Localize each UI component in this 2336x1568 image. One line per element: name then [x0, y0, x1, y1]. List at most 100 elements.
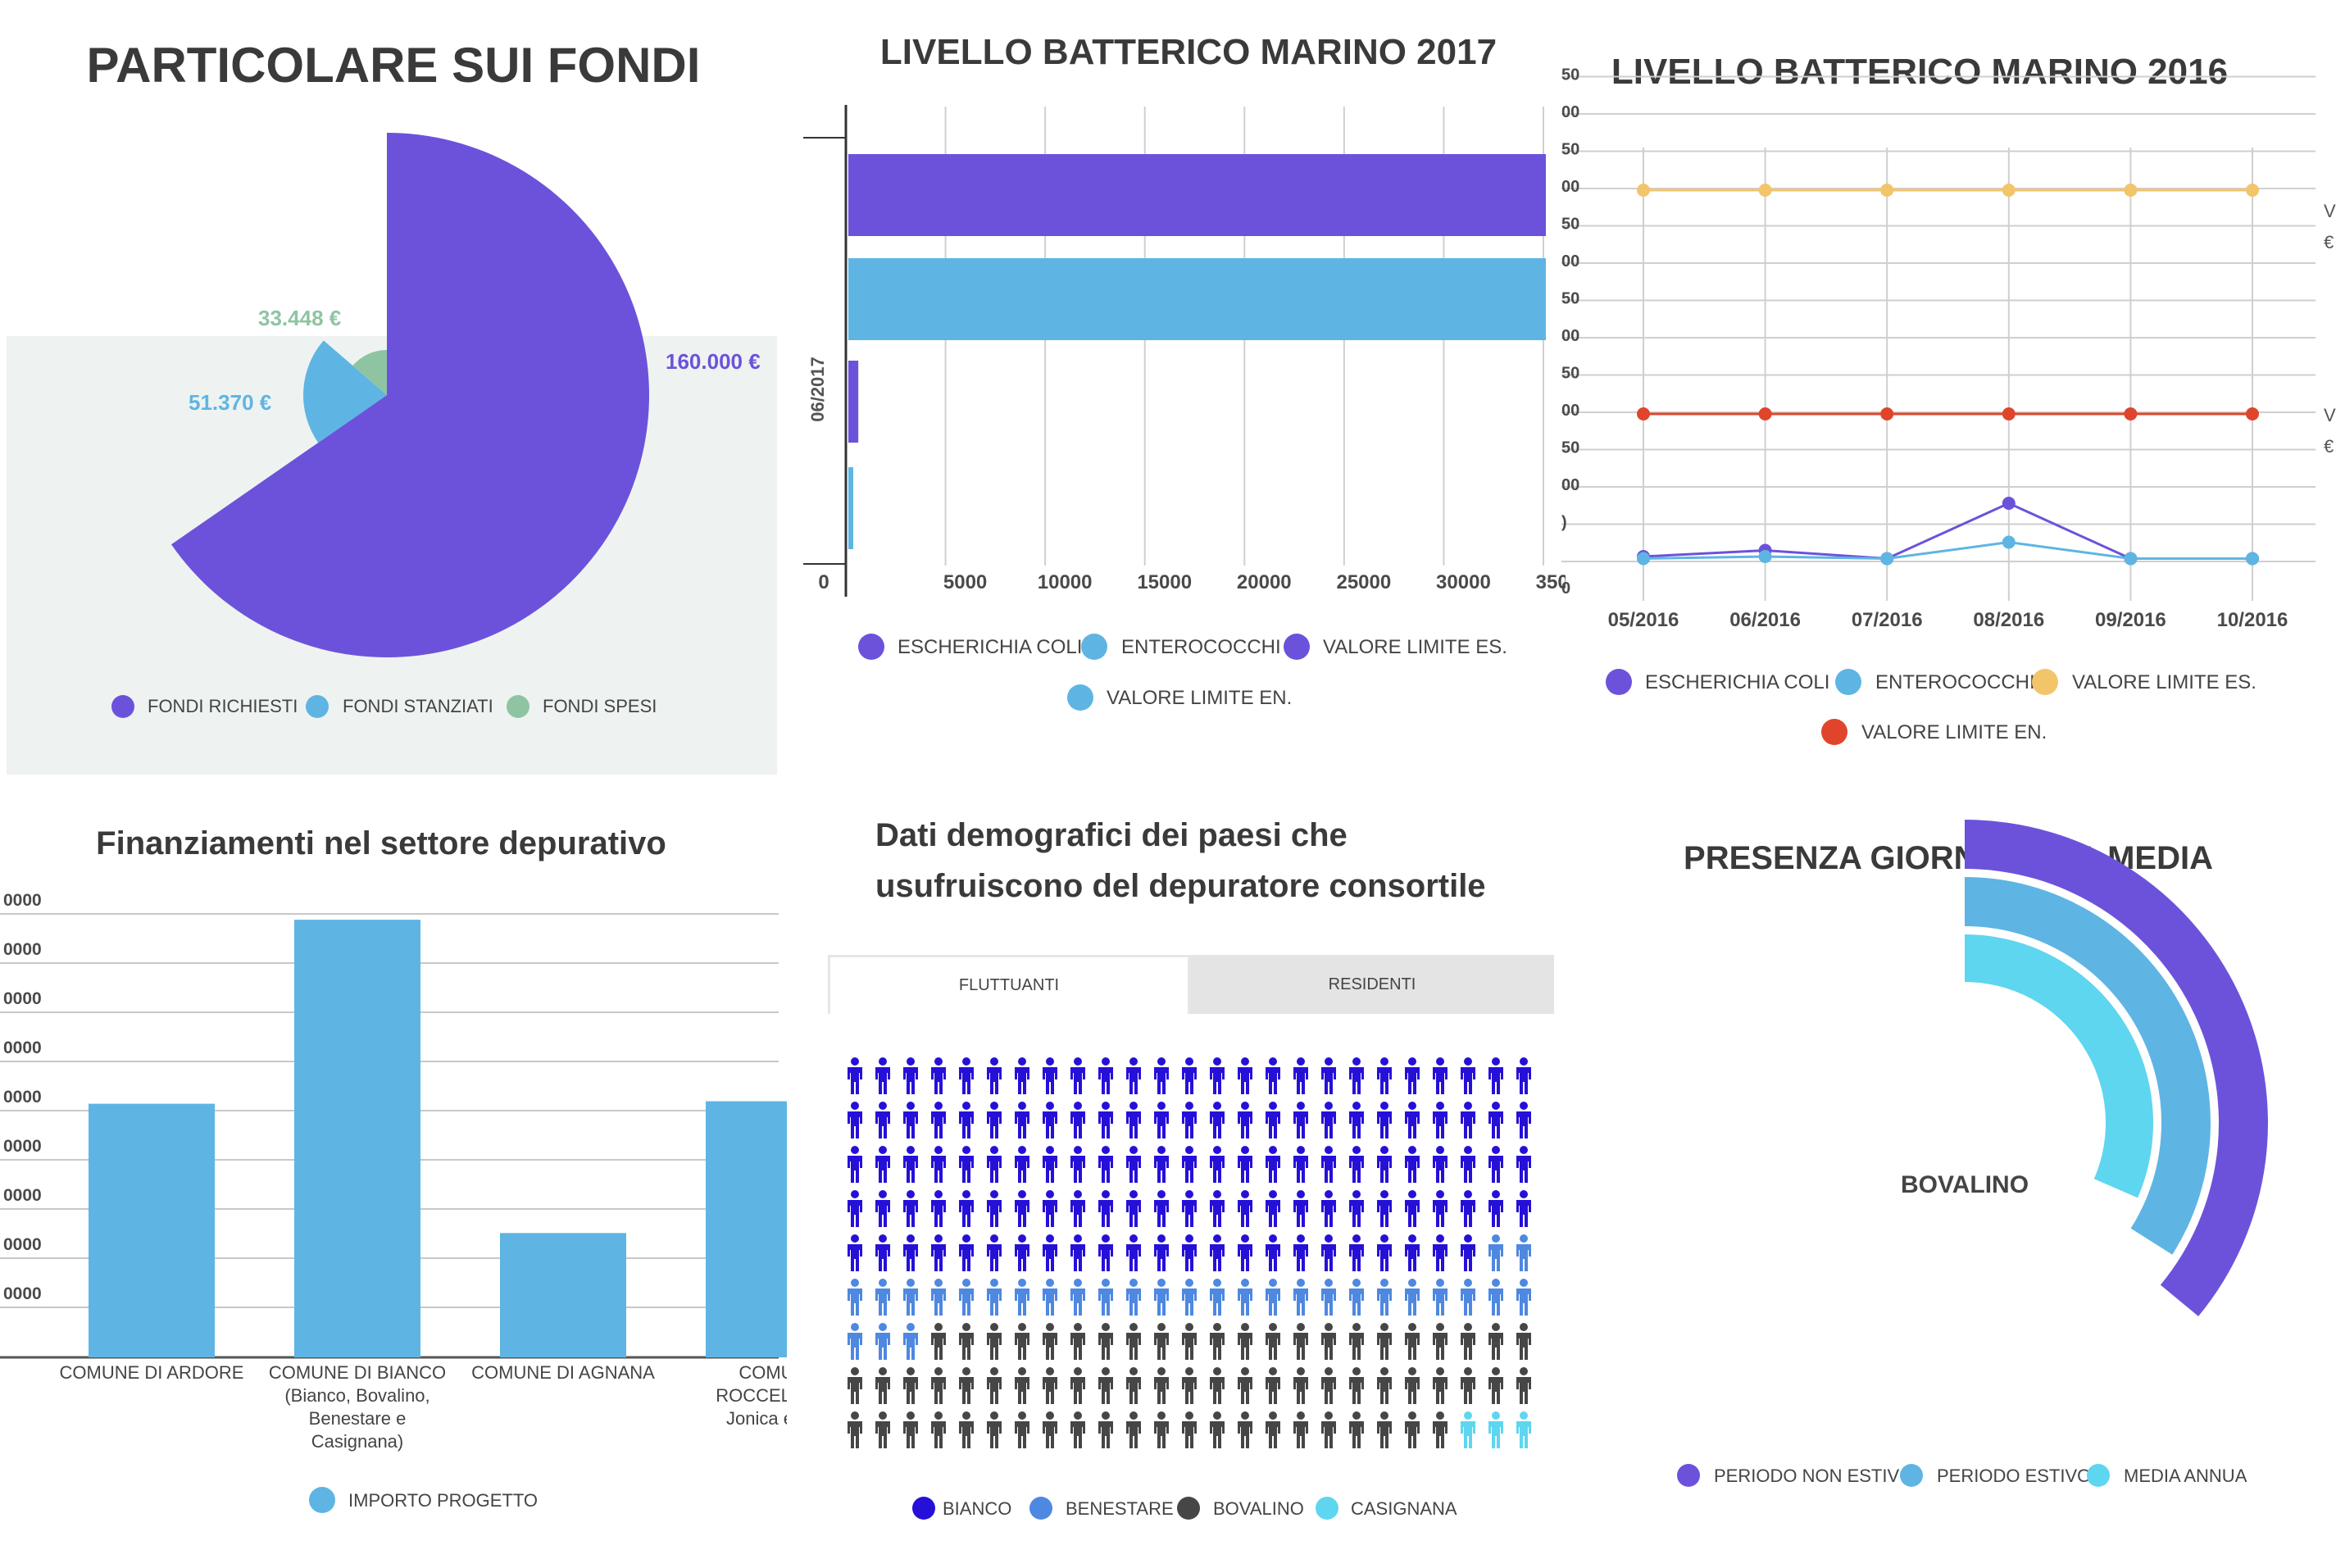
legend: ESCHERICHIA COLI ENTEROCOCCHI VALORE LIM… [858, 634, 1507, 711]
person-icon [848, 1057, 862, 1094]
legend-label-importo: IMPORTO PROGETTO [348, 1490, 538, 1511]
person-icon [1405, 1102, 1420, 1139]
y-tick-label: 50 [1561, 66, 1579, 84]
person-icon [1070, 1323, 1085, 1360]
person-icon [987, 1102, 1002, 1139]
person-icon [1098, 1234, 1113, 1271]
person-icon [1043, 1057, 1057, 1094]
right-label: V [2324, 405, 2336, 425]
person-icon [987, 1367, 1002, 1404]
person-icon [1349, 1146, 1364, 1183]
legend: ESCHERICHIA COLI ENTEROCOCCHI VALORE LIM… [1606, 669, 2256, 745]
person-icon [1154, 1102, 1169, 1139]
person-icon [1488, 1411, 1503, 1448]
person-icon [1488, 1367, 1503, 1404]
person-icon [987, 1190, 1002, 1227]
person-icon [1377, 1411, 1392, 1448]
person-icon [1210, 1411, 1225, 1448]
person-icon [1293, 1367, 1308, 1404]
person-icon [1015, 1102, 1029, 1139]
presenza-radial-chart: PRESENZA GIORNALIERA MEDIA BOVALINO PERI… [1677, 820, 2268, 1487]
y-tick-label: ) [1561, 514, 1567, 532]
person-icon [1070, 1411, 1085, 1448]
person-icon [848, 1190, 862, 1227]
x-tick-label: 07/2016 [1852, 609, 1923, 631]
person-icon [1516, 1279, 1531, 1316]
person-icon [1126, 1146, 1141, 1183]
person-icon [875, 1057, 890, 1094]
legend-dot-escherichia [1606, 669, 1632, 695]
legend: IMPORTO PROGETTO [309, 1487, 538, 1513]
legend-label-benestare: BENESTARE [1066, 1498, 1174, 1519]
legend-label-media: MEDIA ANNUA [2124, 1466, 2247, 1486]
chart-title: PARTICOLARE SUI FONDI [87, 38, 701, 93]
bar-valore-limite-es- [848, 361, 859, 443]
pie-slice [352, 349, 387, 395]
y-tick-label: 0000 [3, 1186, 42, 1205]
legend-label-escherichia: ESCHERICHIA COLI [898, 636, 1082, 658]
person-icon [1266, 1102, 1280, 1139]
person-icon [959, 1411, 974, 1448]
marino2017-bar-chart: LIVELLO BATTERICO MARINO 2017 0 5000 10000… [803, 32, 1566, 711]
person-icon [1516, 1234, 1531, 1271]
tab-fluttuanti[interactable]: FLUTTUANTI [828, 955, 1190, 1014]
person-icon [875, 1234, 890, 1271]
legend-label-limite-es: VALORE LIMITE ES. [1323, 636, 1507, 658]
person-icon [1154, 1146, 1169, 1183]
x-tick-label: 5000 [943, 571, 987, 593]
person-icon [1293, 1234, 1308, 1271]
tab-residenti[interactable]: RESIDENTI [1190, 955, 1554, 1014]
right-labels: V € V € [2324, 201, 2336, 457]
person-icon [1321, 1367, 1336, 1404]
bar-escherichia-coli [848, 154, 1546, 236]
person-icon [1433, 1234, 1448, 1271]
y-tick-label: 0000 [3, 1039, 42, 1057]
center-label: BOVALINO [1901, 1171, 2029, 1198]
person-icon [1433, 1102, 1448, 1139]
person-icon [1377, 1057, 1392, 1094]
legend-dot-estivo [1900, 1464, 1923, 1487]
data-point [1880, 184, 1894, 197]
legend-dot-casignana [1316, 1497, 1338, 1520]
person-icon [1377, 1190, 1392, 1227]
x-category-label: COMUNE DI ARDORE [60, 1362, 244, 1383]
finanziamenti-panel: Finanziamenti nel settore depurativo 000… [0, 787, 787, 1568]
person-icon [1293, 1411, 1308, 1448]
person-icon [1126, 1367, 1141, 1404]
person-icon [1210, 1279, 1225, 1316]
person-icon [1349, 1411, 1364, 1448]
y-tick-label: 0000 [3, 1088, 42, 1107]
legend-dot-benestare [1029, 1497, 1052, 1520]
person-icon [1349, 1057, 1364, 1094]
legend-label-enterococchi: ENTEROCOCCHI [1121, 636, 1281, 658]
person-icon [1015, 1234, 1029, 1271]
x-category-label: COMUNE DI BIANCO [269, 1362, 446, 1383]
person-icon [1070, 1190, 1085, 1227]
person-icon [1433, 1323, 1448, 1360]
person-icon [1516, 1146, 1531, 1183]
person-icon [1405, 1367, 1420, 1404]
person-icon [931, 1102, 946, 1139]
legend-dot-limite-en [1067, 684, 1093, 711]
legend-dot-non-estivo [1677, 1464, 1700, 1487]
legend-label-enterococchi: ENTEROCOCCHI [1875, 671, 2035, 693]
person-icon [1488, 1279, 1503, 1316]
person-icon [1461, 1367, 1475, 1404]
y-tick-label: 00 [1561, 178, 1579, 196]
person-icon [1210, 1234, 1225, 1271]
person-icon [1516, 1411, 1531, 1448]
series-line [1643, 540, 2252, 561]
person-icon [987, 1234, 1002, 1271]
person-icon [1043, 1279, 1057, 1316]
person-icon [903, 1234, 918, 1271]
person-icon [1321, 1411, 1336, 1448]
finanziamenti-bar-chart: Finanziamenti nel settore depurativo 000… [0, 825, 787, 1513]
right-label: V [2324, 201, 2336, 221]
person-icon [1321, 1146, 1336, 1183]
person-icon [1043, 1367, 1057, 1404]
marino2016-panel: LIVELLO BATTERICO MARINO 2016 0) 00 50 00 50… [1561, 0, 2336, 787]
y-tick-label: 00 [1561, 252, 1579, 270]
legend: FONDI RICHIESTI FONDI STANZIATI FONDI SP… [111, 695, 657, 718]
x-category-label: Jonica e C [726, 1408, 787, 1429]
person-icon [1377, 1323, 1392, 1360]
